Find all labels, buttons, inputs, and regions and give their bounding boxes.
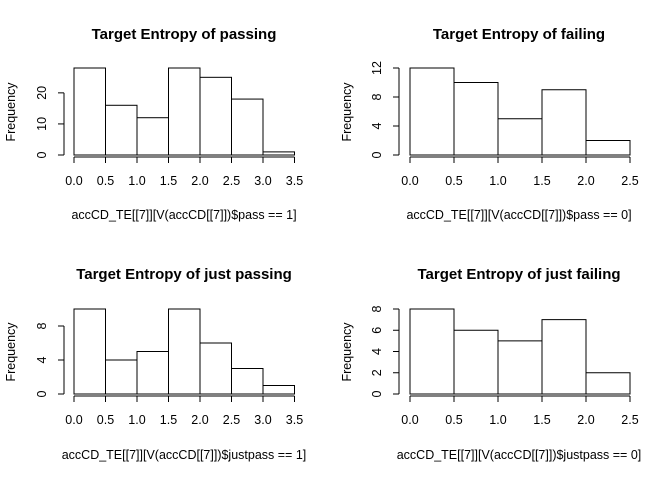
- x-tick-label: 0.0: [401, 174, 418, 188]
- histogram-bars: [409, 67, 631, 156]
- x-axis: 0.0 0.5 1.0 1.5 2.0 2.5: [401, 156, 639, 188]
- x-tick-label: 0.0: [65, 174, 82, 188]
- x-tick-label: 1.5: [533, 413, 550, 427]
- x-tick-label: 2.0: [577, 174, 594, 188]
- y-tick-label: 0: [370, 390, 384, 397]
- histogram-bar: [168, 308, 201, 395]
- y-tick-label: 0: [35, 390, 49, 397]
- y-tick-label: 0: [35, 151, 49, 158]
- histogram-bar: [541, 319, 587, 395]
- x-tick-label: 3.0: [254, 174, 271, 188]
- histogram-bar: [585, 140, 631, 156]
- x-axis: 0.0 0.5 1.0 1.5 2.0 2.5 3.0 3.5: [65, 395, 303, 427]
- histogram-bars: [409, 308, 631, 395]
- y-axis: 0 2 4 6 8: [370, 305, 400, 397]
- x-tick-label: 1.0: [128, 174, 145, 188]
- histogram-bar: [453, 329, 499, 395]
- histogram-bar: [541, 89, 587, 156]
- x-tick-label: 1.5: [160, 413, 177, 427]
- histogram-bar: [168, 67, 201, 156]
- x-tick-label: 1.0: [128, 413, 145, 427]
- histogram-bar: [136, 351, 169, 395]
- histogram-bar: [199, 342, 232, 395]
- x-tick-label: 1.0: [489, 174, 506, 188]
- histogram-bar: [231, 98, 264, 156]
- x-tick-label: 3.5: [286, 174, 303, 188]
- histogram-bar: [409, 67, 455, 156]
- histogram-bar: [497, 340, 543, 395]
- x-tick-label: 0.0: [401, 413, 418, 427]
- panel-just-passing: Target Entropy of just passing accCD_TE[…: [4, 266, 306, 462]
- chart-title: Target Entropy of passing: [92, 26, 277, 43]
- x-tick-label: 2.0: [191, 174, 208, 188]
- y-tick-label: 8: [35, 322, 49, 329]
- histogram-bar: [73, 308, 106, 395]
- histogram-bar: [105, 359, 138, 395]
- histogram-bar: [136, 117, 169, 156]
- x-axis-label: accCD_TE[[7]][V(accCD[[7]])$justpass == …: [397, 448, 642, 462]
- histogram-bar: [497, 118, 543, 156]
- x-tick-label: 2.5: [621, 413, 638, 427]
- x-tick-label: 2.5: [223, 413, 240, 427]
- histogram-bar: [262, 151, 295, 156]
- chart-title: Target Entropy of just failing: [417, 266, 620, 283]
- y-tick-label: 8: [370, 93, 384, 100]
- x-tick-label: 2.5: [223, 174, 240, 188]
- x-tick-label: 0.5: [445, 174, 462, 188]
- x-axis-label: accCD_TE[[7]][V(accCD[[7]])$pass == 1]: [71, 208, 296, 222]
- panel-passing: Target Entropy of passing accCD_TE[[7]][…: [4, 26, 303, 222]
- histogram-bar: [231, 368, 264, 395]
- histogram-bar: [585, 372, 631, 395]
- y-axis-label: Frequency: [4, 82, 18, 142]
- y-tick-label: 2: [370, 369, 384, 376]
- y-axis: 0 4 8 12: [370, 61, 400, 158]
- y-tick-label: 12: [370, 61, 384, 75]
- x-tick-label: 3.0: [254, 413, 271, 427]
- x-tick-label: 1.5: [160, 174, 177, 188]
- y-tick-label: 4: [370, 122, 384, 129]
- y-axis-label: Frequency: [340, 322, 354, 382]
- x-axis-label: accCD_TE[[7]][V(accCD[[7]])$pass == 0]: [406, 208, 631, 222]
- y-tick-label: 0: [370, 151, 384, 158]
- x-axis: 0.0 0.5 1.0 1.5 2.0 2.5 3.0 3.5: [65, 156, 303, 188]
- x-tick-label: 0.5: [445, 413, 462, 427]
- histogram-bar: [262, 385, 295, 395]
- x-tick-label: 0.0: [65, 413, 82, 427]
- x-tick-label: 0.5: [97, 413, 114, 427]
- panel-failing: Target Entropy of failing accCD_TE[[7]][…: [340, 26, 639, 222]
- y-tick-label: 20: [35, 86, 49, 100]
- histogram-bar: [453, 82, 499, 156]
- x-tick-label: 3.5: [286, 413, 303, 427]
- y-tick-label: 6: [370, 327, 384, 334]
- histogram-bar: [105, 104, 138, 156]
- x-axis-label: accCD_TE[[7]][V(accCD[[7]])$justpass == …: [62, 448, 307, 462]
- x-tick-label: 0.5: [97, 174, 114, 188]
- histogram-bars: [73, 67, 295, 156]
- y-tick-label: 4: [35, 356, 49, 363]
- x-tick-label: 2.0: [577, 413, 594, 427]
- x-tick-label: 2.0: [191, 413, 208, 427]
- x-tick-label: 1.0: [489, 413, 506, 427]
- histogram-bar: [199, 76, 232, 156]
- panel-just-failing: Target Entropy of just failing accCD_TE[…: [340, 266, 641, 462]
- y-tick-label: 8: [370, 305, 384, 312]
- histogram-bars: [73, 308, 295, 395]
- y-axis: 0 4 8: [35, 322, 65, 397]
- y-tick-label: 4: [370, 348, 384, 355]
- histogram-bar: [73, 67, 106, 156]
- x-axis: 0.0 0.5 1.0 1.5 2.0 2.5: [401, 395, 639, 427]
- y-tick-label: 10: [35, 117, 49, 131]
- y-axis-label: Frequency: [340, 82, 354, 142]
- chart-title: Target Entropy of failing: [433, 26, 605, 43]
- y-axis-label: Frequency: [4, 322, 18, 382]
- x-tick-label: 2.5: [621, 174, 638, 188]
- chart-title: Target Entropy of just passing: [76, 266, 292, 283]
- y-axis: 0 10 20: [35, 86, 65, 158]
- x-tick-label: 1.5: [533, 174, 550, 188]
- histogram-bar: [409, 308, 455, 395]
